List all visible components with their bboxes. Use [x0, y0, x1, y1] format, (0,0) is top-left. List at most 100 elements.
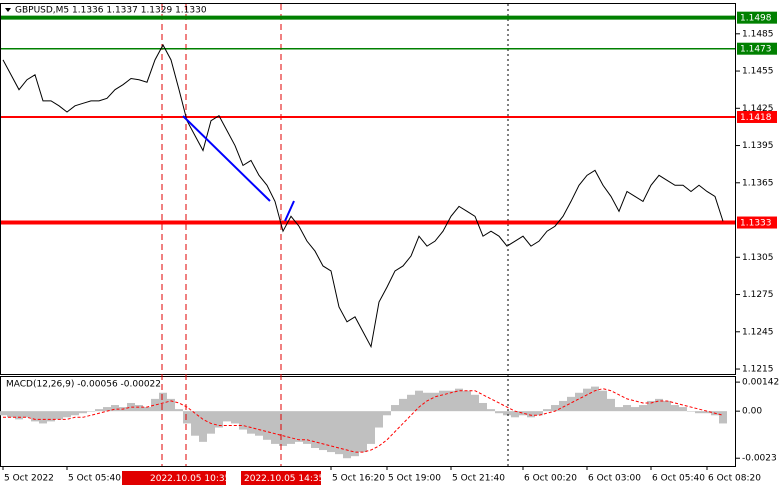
macd-bar: [671, 405, 679, 412]
macd-bar: [319, 411, 327, 451]
macd-bar: [567, 396, 575, 412]
price-panel: [0, 3, 736, 375]
macd-bar: [135, 405, 143, 412]
x-tick-label: 6 Oct 00:20: [524, 474, 577, 484]
macd-bar: [31, 411, 39, 422]
macd-bar: [327, 411, 335, 453]
level-label: 1.1333: [740, 219, 772, 229]
macd-bar: [15, 411, 23, 420]
macd-bar: [487, 409, 495, 412]
macd-bar: [175, 409, 183, 412]
macd-bar: [687, 411, 695, 412]
macd-bar: [159, 392, 167, 412]
macd-bar: [535, 411, 543, 416]
y-tick-label: 0.00: [742, 407, 762, 417]
macd-bar: [559, 400, 567, 412]
macd-bar: [599, 390, 607, 412]
macd-bar: [479, 402, 487, 412]
macd-bar: [263, 411, 271, 440]
macd-bar: [415, 390, 423, 412]
macd-bar: [311, 411, 319, 448]
macd-bar: [575, 392, 583, 412]
macd-title: MACD(12,26,9) -0.00056 -0.00022: [6, 380, 161, 390]
x-tick-label: 5 Oct 05:40: [68, 474, 121, 484]
x-tick-label: 5 Oct 19:00: [388, 474, 441, 484]
macd-bar: [103, 407, 111, 412]
macd-bar: [143, 407, 151, 412]
macd-bar: [591, 386, 599, 412]
crosshair-tag: [122, 471, 226, 485]
macd-bar: [463, 390, 471, 412]
macd-panel: [0, 376, 736, 467]
y-tick-label: 1.1365: [742, 178, 774, 188]
macd-bar: [503, 411, 511, 416]
macd-bar: [631, 407, 639, 412]
x-tick-label: 6 Oct 03:00: [588, 474, 641, 484]
macd-bar: [111, 405, 119, 412]
macd-bar: [551, 405, 559, 412]
chart-title: GBPUSD,M5 1.1336 1.1337 1.1329 1.1330: [15, 6, 207, 16]
y-tick-label: 1.1395: [742, 141, 774, 151]
y-tick-label: 1.1455: [742, 67, 774, 77]
macd-bar: [151, 398, 159, 412]
macd-bar: [303, 411, 311, 444]
macd-bar: [95, 409, 103, 412]
macd-bar: [703, 411, 711, 414]
macd-bar: [495, 411, 503, 414]
macd-bar: [367, 411, 375, 444]
macd-bar: [431, 392, 439, 412]
level-tag: [737, 42, 777, 55]
x-tick-label: 5 Oct 2022: [4, 474, 54, 484]
macd-bar: [383, 411, 391, 416]
macd-bar: [447, 390, 455, 412]
macd-bar: [615, 407, 623, 412]
macd-bar: [519, 411, 527, 416]
macd-bar: [23, 411, 31, 418]
macd-bar: [343, 411, 351, 459]
macd-bar: [423, 392, 431, 412]
price-line: [2, 43, 724, 349]
macd-bar: [455, 388, 463, 412]
macd-bar: [719, 411, 727, 424]
y-tick-label: 1.1425: [742, 104, 774, 114]
x-tick-label: 5 Oct 21:40: [452, 474, 505, 484]
crosshair-tag: [241, 471, 321, 485]
level-label: 1.1498: [740, 14, 772, 24]
y-tick-label: -0.0023: [742, 454, 777, 464]
macd-bar: [279, 411, 287, 446]
level-tag: [737, 11, 777, 24]
macd-bar: [623, 405, 631, 412]
crosshair-label: 2022.10.05 14:35: [244, 474, 324, 484]
y-tick-label: 1.1305: [742, 253, 774, 263]
macd-bar: [191, 411, 199, 436]
y-tick-label: 0.00142: [742, 378, 779, 388]
macd-bar: [391, 405, 399, 412]
macd-bar: [663, 400, 671, 412]
macd-bar: [239, 411, 247, 430]
level-label: 1.1473: [740, 45, 772, 55]
trend-line: [284, 200, 295, 222]
macd-bar: [295, 411, 303, 442]
x-tick-label: 6 Oct 08:20: [708, 474, 761, 484]
macd-bar: [7, 411, 15, 418]
level-tag: [737, 216, 777, 229]
macd-bar: [79, 411, 87, 414]
macd-bar: [183, 411, 191, 424]
macd-bar: [607, 398, 615, 412]
macd-bar: [511, 411, 519, 418]
macd-bar: [215, 411, 223, 428]
macd-bar: [399, 398, 407, 412]
macd-bar: [71, 411, 79, 416]
macd-bar: [359, 411, 367, 453]
macd-bar: [543, 409, 551, 412]
collapse-icon[interactable]: [5, 8, 11, 12]
x-tick-label: 6 Oct 05:40: [652, 474, 705, 484]
macd-bar: [583, 388, 591, 412]
macd-bar: [439, 390, 447, 412]
macd-bar: [407, 394, 415, 412]
macd-bar: [223, 411, 231, 422]
macd-bar: [199, 411, 207, 442]
macd-bar: [351, 411, 359, 457]
